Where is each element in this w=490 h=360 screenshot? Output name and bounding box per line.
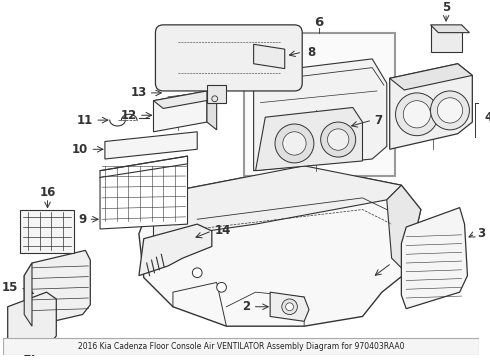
Bar (3, 338, 479, 355)
Circle shape (438, 98, 463, 123)
Polygon shape (254, 44, 285, 69)
Polygon shape (390, 64, 472, 149)
Text: 2: 2 (243, 300, 251, 313)
Polygon shape (390, 64, 472, 90)
Polygon shape (256, 108, 363, 171)
Text: 16: 16 (39, 185, 56, 199)
Circle shape (286, 303, 294, 311)
Circle shape (327, 129, 349, 150)
Bar (244, 33, 394, 176)
Circle shape (217, 283, 226, 292)
Polygon shape (431, 25, 469, 33)
Polygon shape (153, 91, 207, 132)
Polygon shape (207, 85, 226, 103)
Polygon shape (100, 156, 188, 229)
Circle shape (320, 122, 356, 157)
Polygon shape (105, 132, 197, 159)
FancyBboxPatch shape (155, 25, 302, 91)
Polygon shape (139, 224, 212, 276)
Text: 9: 9 (78, 213, 86, 226)
Circle shape (275, 124, 314, 163)
Text: 15: 15 (2, 281, 19, 294)
Polygon shape (254, 59, 387, 171)
Polygon shape (24, 250, 90, 326)
Text: 10: 10 (72, 143, 88, 156)
Polygon shape (20, 210, 74, 253)
Circle shape (282, 299, 297, 315)
Text: 14: 14 (215, 224, 231, 238)
Polygon shape (431, 25, 462, 52)
Text: 5: 5 (442, 1, 450, 14)
Text: 13: 13 (130, 86, 147, 99)
Polygon shape (153, 166, 401, 239)
Polygon shape (207, 91, 217, 130)
Polygon shape (153, 91, 217, 108)
Circle shape (395, 93, 438, 136)
Circle shape (403, 101, 431, 128)
Text: 17: 17 (22, 346, 39, 359)
Text: 3: 3 (477, 228, 485, 240)
Text: 1: 1 (399, 253, 408, 267)
Circle shape (283, 132, 306, 155)
Text: 6: 6 (314, 17, 323, 30)
Text: 8: 8 (307, 46, 316, 59)
Polygon shape (387, 185, 421, 273)
Text: 2016 Kia Cadenza Floor Console Air VENTILATOR Assembly Diagram for 970403RAA0: 2016 Kia Cadenza Floor Console Air VENTI… (78, 342, 404, 351)
Circle shape (193, 268, 202, 278)
Text: 7: 7 (374, 114, 382, 127)
Circle shape (431, 91, 469, 130)
Text: 11: 11 (77, 114, 93, 127)
Text: 12: 12 (121, 109, 137, 122)
Polygon shape (270, 292, 309, 321)
Polygon shape (401, 208, 467, 309)
Polygon shape (139, 166, 421, 326)
Polygon shape (8, 292, 56, 347)
Text: 4: 4 (484, 111, 490, 124)
Polygon shape (24, 263, 32, 326)
